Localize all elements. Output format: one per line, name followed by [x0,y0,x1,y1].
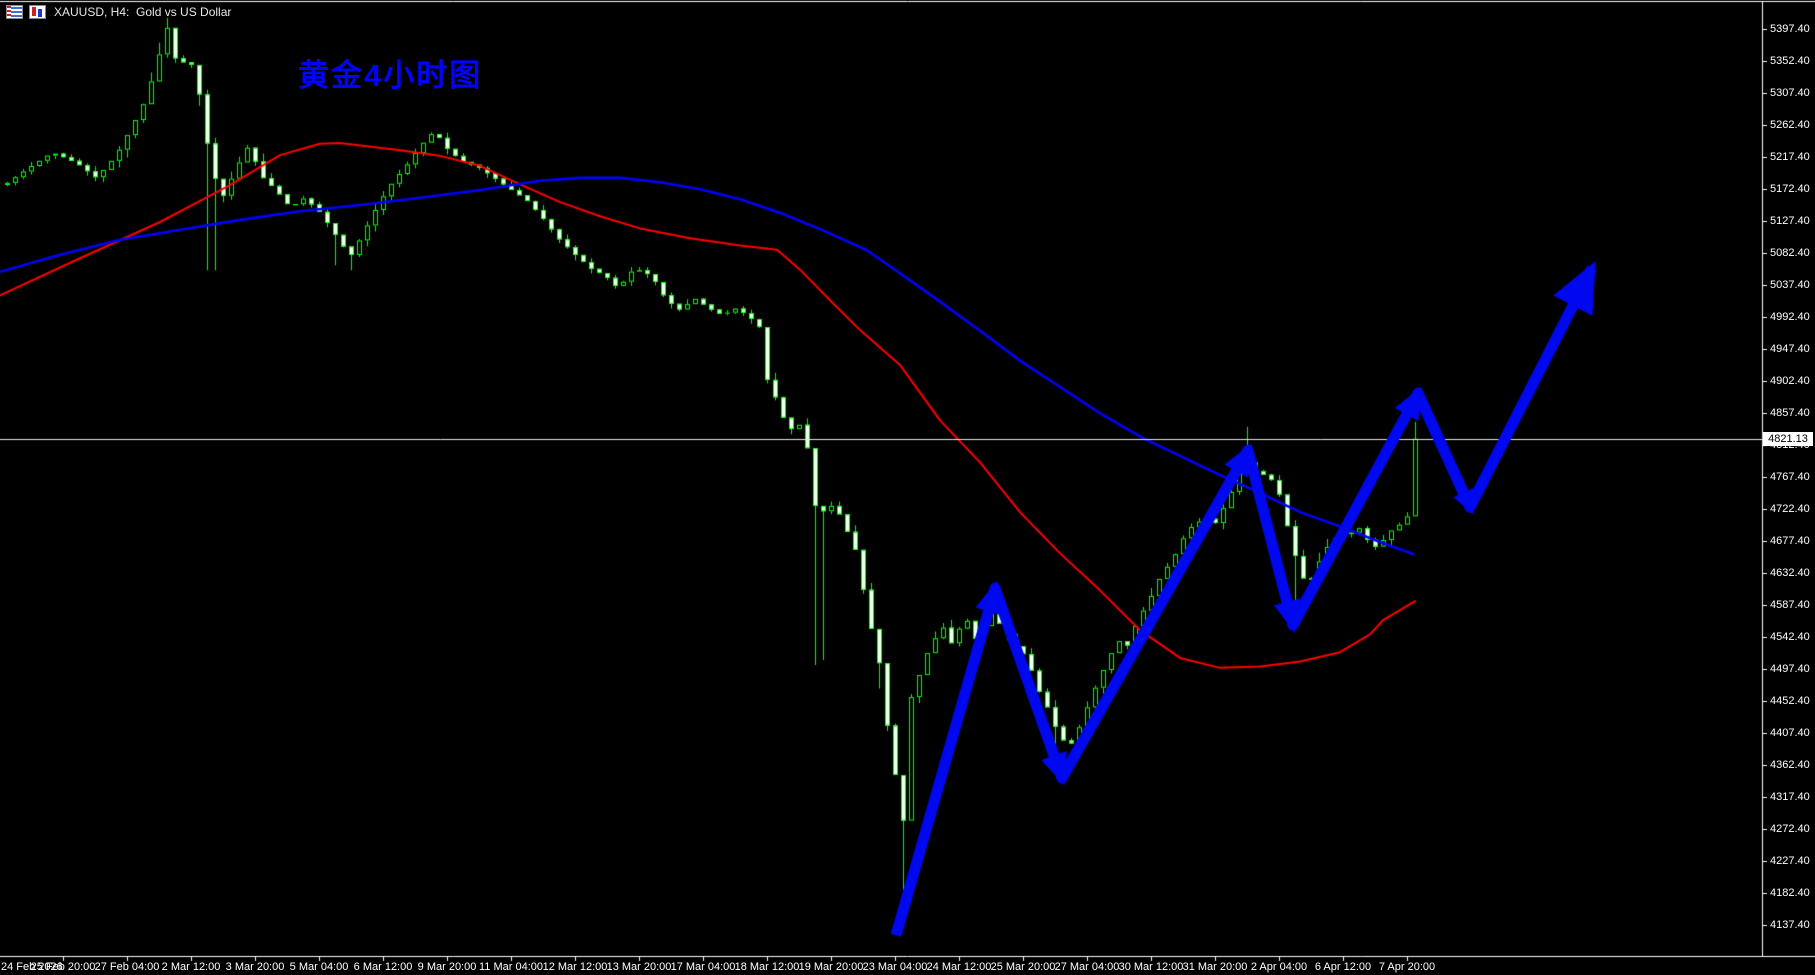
price-axis-label: 4947.40 [1770,343,1810,355]
price-axis-label: 4272.40 [1770,822,1810,835]
time-axis-label: 6 Apr 12:00 [1314,961,1372,973]
price-axis-label: 4587.40 [1770,598,1810,611]
price-axis-label: 4497.40 [1770,662,1810,675]
price-axis-label: 5307.40 [1770,87,1810,99]
chart-title: XAUUSD, H4: Gold vs US Dollar [54,5,232,19]
time-axis-label: 30 Mar 12:00 [1118,961,1184,973]
time-axis-label: 13 Mar 20:00 [606,961,672,973]
time-axis-label: 12 Mar 12:00 [542,961,608,973]
chart-titlebar: XAUUSD, H4: Gold vs US Dollar [0,3,231,21]
price-axis-label: 4407.40 [1770,726,1810,739]
chart-annotation-text: 黄金4小时图 [298,58,483,93]
chart-list-icon [6,5,23,19]
price-axis-label: 4677.40 [1770,534,1810,547]
time-axis-label: 27 Feb 04:00 [94,961,160,973]
price-axis-label: 5397.40 [1770,23,1810,35]
current-price-tag: 4821.13 [1763,431,1813,446]
bar-chart-icon [29,5,46,19]
price-axis-label: 4767.40 [1770,470,1810,483]
time-axis-label: 24 Feb 2026 [1,961,63,973]
price-axis-label: 5352.40 [1770,55,1810,67]
price-axis-label: 4992.40 [1770,311,1810,323]
price-axis-label: 5082.40 [1770,247,1810,259]
time-axis-label: 17 Mar 04:00 [670,961,736,973]
price-axis-label: 5262.40 [1770,119,1810,131]
price-axis-label: 4317.40 [1770,790,1810,803]
time-axis-label: 11 Mar 04:00 [478,961,544,973]
price-axis-label: 5217.40 [1770,151,1810,163]
price-axis-label: 4182.40 [1770,886,1810,899]
price-axis-label: 4362.40 [1770,758,1810,771]
price-axis-label: 5037.40 [1770,279,1810,291]
time-axis-label: 3 Mar 20:00 [225,961,285,973]
price-axis-label: 4227.40 [1770,854,1810,867]
time-axis-label: 23 Mar 04:00 [862,961,928,973]
time-axis-label: 24 Mar 12:00 [926,961,992,973]
time-axis-label: 9 Mar 20:00 [417,961,477,973]
time-axis-label: 25 Feb 20:00 [30,961,96,973]
time-axis-label: 19 Mar 20:00 [798,961,864,973]
time-axis-label: 31 Mar 20:00 [1182,961,1248,973]
time-axis-label: 18 Mar 12:00 [734,961,800,973]
price-axis-label: 4902.40 [1770,375,1810,387]
price-axis-label: 4542.40 [1770,630,1810,643]
time-axis-label: 5 Mar 04:00 [289,961,349,973]
price-axis-label: 5127.40 [1770,215,1810,227]
time-axis-label: 7 Apr 20:00 [1378,961,1436,973]
time-axis-label: 27 Mar 04:00 [1054,961,1120,973]
time-axis-label: 25 Mar 20:00 [990,961,1056,973]
time-axis-label: 2 Apr 04:00 [1250,961,1308,973]
price-axis-label: 4632.40 [1770,566,1810,579]
price-axis-label: 4857.40 [1770,407,1810,419]
price-axis-label: 5172.40 [1770,183,1810,195]
price-axis-label: 4722.40 [1770,502,1810,515]
price-axis-label: 4452.40 [1770,694,1810,707]
time-axis-label: 6 Mar 12:00 [353,961,413,973]
time-axis-label: 2 Mar 12:00 [161,961,221,973]
price-axis-label: 4137.40 [1770,918,1810,931]
